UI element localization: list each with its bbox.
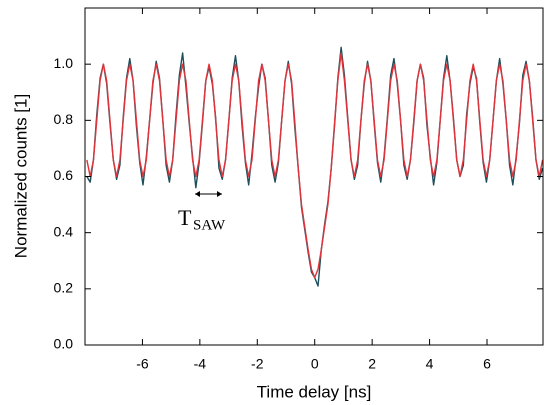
- plot-lines: [86, 46, 543, 287]
- y-tick-label: 0.2: [54, 280, 74, 296]
- annotation-subscript: SAW: [193, 217, 226, 233]
- y-tick-label: 0.8: [54, 111, 74, 127]
- x-axis-title: Time delay [ns]: [257, 382, 372, 401]
- annotation-symbol: T: [178, 205, 192, 230]
- y-tick-label: 1.0: [54, 55, 74, 71]
- x-tick-label: 6: [483, 356, 491, 372]
- x-tick-label: -2: [251, 356, 264, 372]
- x-tick-label: 4: [426, 356, 434, 372]
- y-tick-label: 0.4: [54, 223, 74, 239]
- plot-frame: [84, 7, 544, 346]
- data-line: [86, 46, 543, 287]
- x-tick-label: 0: [311, 356, 319, 372]
- y-tick-label: 0.0: [54, 336, 74, 352]
- x-tick-label: -4: [194, 356, 207, 372]
- annotation: T SAW: [178, 191, 226, 233]
- y-tick-label: 0.6: [54, 167, 74, 183]
- x-tick-label: -6: [136, 356, 149, 372]
- y-axis-title: Normalized counts [1]: [11, 94, 30, 258]
- data-line: [86, 52, 543, 279]
- x-tick-label: 2: [368, 356, 376, 372]
